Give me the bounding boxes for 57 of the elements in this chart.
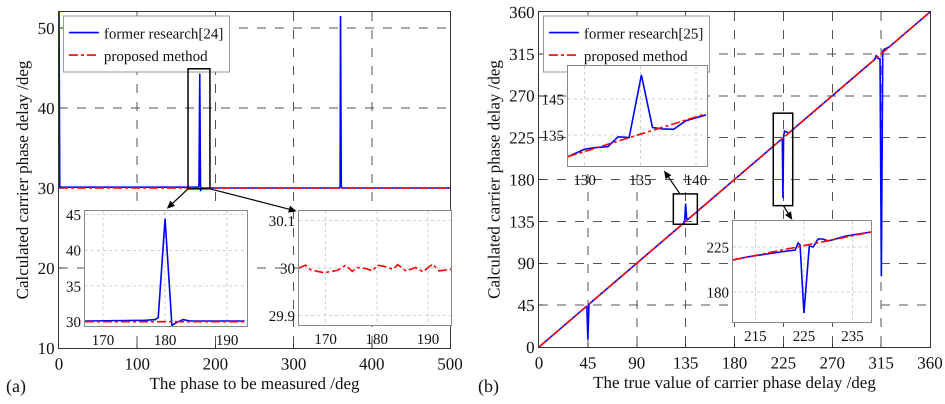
line-series — [568, 74, 707, 158]
x-tick-label: 190 — [416, 332, 440, 348]
y-tick-label: 40 — [66, 244, 81, 260]
x-tick-label: 45 — [579, 353, 596, 372]
y-tick-label: 145 — [542, 92, 564, 108]
x-tick-label: 190 — [216, 333, 238, 349]
y-tick-label: 135 — [509, 212, 535, 232]
text: (a) — [6, 376, 26, 396]
x-tick-label: 140 — [684, 173, 708, 189]
y-tick-label: 20 — [38, 258, 55, 278]
x-tick-label: 130 — [573, 173, 596, 189]
y-tick-label: 35 — [66, 279, 81, 296]
y-tick-label: 30 — [66, 314, 81, 331]
legend-label: former research[24] — [104, 26, 224, 42]
y-tick-label: 315 — [509, 44, 535, 64]
x-tick-label: 170 — [92, 333, 114, 349]
y-tick-label: 30.1 — [268, 214, 295, 230]
y-axis-title: Calculated carrier phase delay /deg — [13, 60, 32, 300]
x-tick-label: 225 — [770, 353, 796, 372]
x-tick-label: 235 — [841, 329, 864, 345]
y-tick-label: 360 — [509, 2, 535, 22]
y-tick-label: 90 — [518, 254, 535, 274]
x-tick-label: 360 — [917, 353, 943, 372]
x-tick-label: 215 — [744, 329, 767, 345]
x-tick-label: 315 — [868, 353, 894, 372]
x-tick-label: 100 — [124, 354, 150, 374]
line-series — [299, 263, 451, 274]
y-tick-label: 270 — [509, 86, 535, 106]
x-tick-label: 170 — [314, 332, 337, 348]
y-tick-label: 45 — [518, 296, 535, 316]
y-tick-label: 225 — [509, 128, 535, 148]
x-tick-label: 500 — [437, 354, 463, 374]
x-tick-label: 135 — [672, 353, 698, 372]
legend-label: former research[25] — [584, 26, 704, 42]
y-axis-title: Calculated carrier phase delay /deg — [484, 60, 504, 299]
text: (b) — [478, 376, 499, 396]
y-tick-label: 10 — [38, 338, 55, 358]
y-tick-label: 45 — [66, 208, 81, 224]
y-tick-label: 50 — [38, 18, 55, 38]
y-tick-label: 29.9 — [268, 308, 295, 325]
x-tick-label: 200 — [202, 354, 228, 374]
x-tick-label: 400 — [359, 354, 385, 374]
x-tick-label: 300 — [280, 354, 306, 374]
x-tick-label: 180 — [154, 333, 176, 349]
x-tick-label: 90 — [628, 353, 646, 372]
line-series — [85, 218, 246, 326]
x-axis-title: The phase to be measured /deg — [149, 374, 360, 393]
legend-label: proposed method — [104, 48, 208, 65]
x-tick-label: 180 — [722, 353, 748, 372]
legend-label: proposed method — [584, 48, 688, 65]
line-series — [59, 12, 450, 192]
x-tick-label: 270 — [820, 353, 845, 372]
x-tick-label: 135 — [629, 173, 652, 189]
y-tick-label: 30 — [38, 178, 55, 198]
x-axis-title: The true value of carrier phase delay /deg — [593, 372, 876, 392]
x-tick-label: 225 — [792, 329, 816, 345]
y-tick-label: 40 — [38, 98, 55, 118]
